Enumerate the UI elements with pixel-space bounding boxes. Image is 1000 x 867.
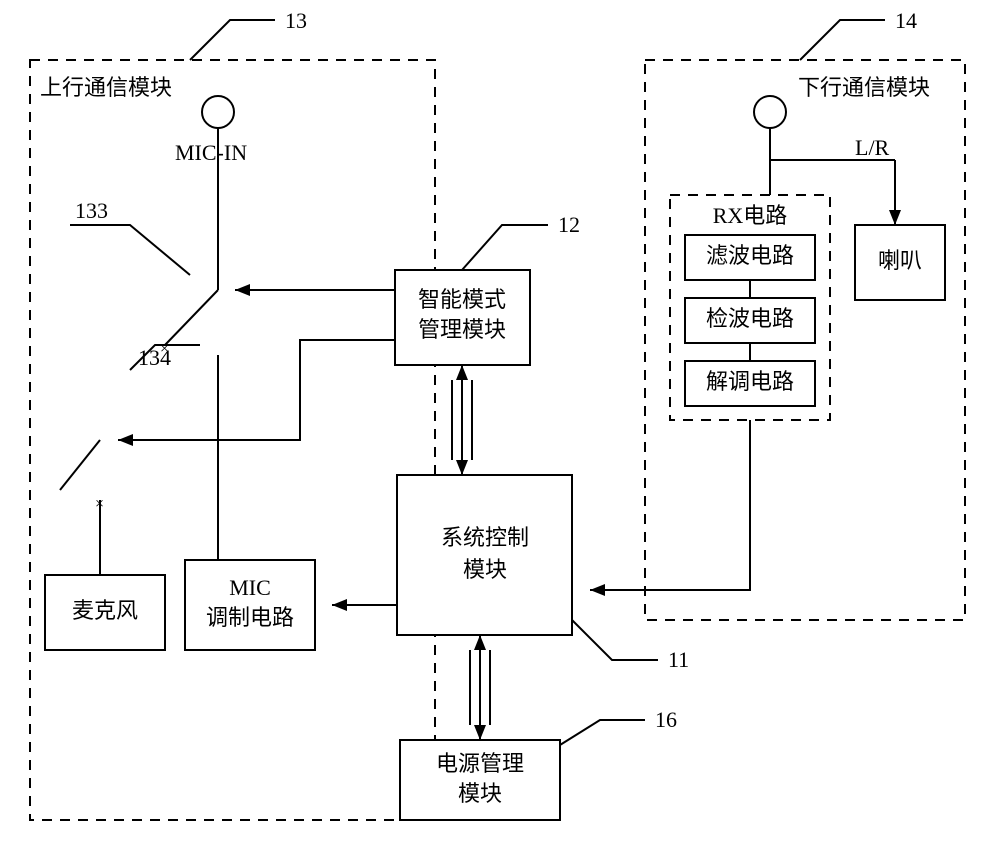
smart-mode-l1: 智能模式 xyxy=(418,287,506,312)
downlink-label: 下行通信模块 xyxy=(798,75,930,100)
ref13-text: 13 xyxy=(285,8,307,33)
uplink-label: 上行通信模块 xyxy=(40,75,172,100)
ref133-text: 133 xyxy=(75,198,108,223)
demod-label: 解调电路 xyxy=(706,369,794,394)
sys-ctrl-box xyxy=(397,475,572,635)
power-mgmt-l1: 电源管理 xyxy=(436,751,524,776)
diagram-root: 上行通信模块 13 下行通信模块 14 MIC-IN × 133 × 134 麦… xyxy=(0,0,1000,867)
ref11-text: 11 xyxy=(668,647,689,672)
ref14-leader xyxy=(800,20,885,60)
mic-in-connector xyxy=(202,96,234,128)
microphone-label: 麦克风 xyxy=(72,598,138,623)
smart-to-134-arrow xyxy=(118,434,133,446)
rx-to-sys xyxy=(590,420,750,590)
sys-ctrl-l1: 系统控制 xyxy=(441,525,529,550)
sys-ctrl-l2: 模块 xyxy=(463,557,507,582)
ref11-leader xyxy=(572,620,658,660)
sys-power-down xyxy=(474,725,486,740)
filter-label: 滤波电路 xyxy=(706,243,794,268)
rx-circuit-label: RX电路 xyxy=(713,203,788,228)
ref12-leader xyxy=(462,225,548,270)
lr-label: L/R xyxy=(855,135,890,160)
ref14-text: 14 xyxy=(895,8,917,33)
rx-to-sys-arrow xyxy=(590,584,605,596)
ref13-leader xyxy=(190,20,275,60)
sys-power-up xyxy=(474,635,486,650)
detect-label: 检波电路 xyxy=(706,306,794,331)
switch134-arm xyxy=(60,440,100,490)
dl-lr-arrow xyxy=(889,210,901,225)
ref12-text: 12 xyxy=(558,212,580,237)
downlink-connector xyxy=(754,96,786,128)
ref16-leader xyxy=(560,720,645,745)
smart-sys-down xyxy=(456,460,468,475)
smart-to-133-arrow xyxy=(235,284,250,296)
mic-in-label: MIC-IN xyxy=(175,140,247,165)
speaker-label: 喇叭 xyxy=(878,248,922,273)
mic-mod-l1: MIC xyxy=(229,575,271,600)
power-mgmt-l2: 模块 xyxy=(458,781,502,806)
sys-to-micmod-arrow xyxy=(332,599,347,611)
switch133-arm xyxy=(165,290,218,345)
smart-sys-up xyxy=(456,365,468,380)
mic-mod-l2: 调制电路 xyxy=(206,605,294,630)
ref133-leader xyxy=(70,225,190,275)
ref16-text: 16 xyxy=(655,707,677,732)
smart-mode-l2: 管理模块 xyxy=(418,317,506,342)
ref134-text: 134 xyxy=(138,345,171,370)
